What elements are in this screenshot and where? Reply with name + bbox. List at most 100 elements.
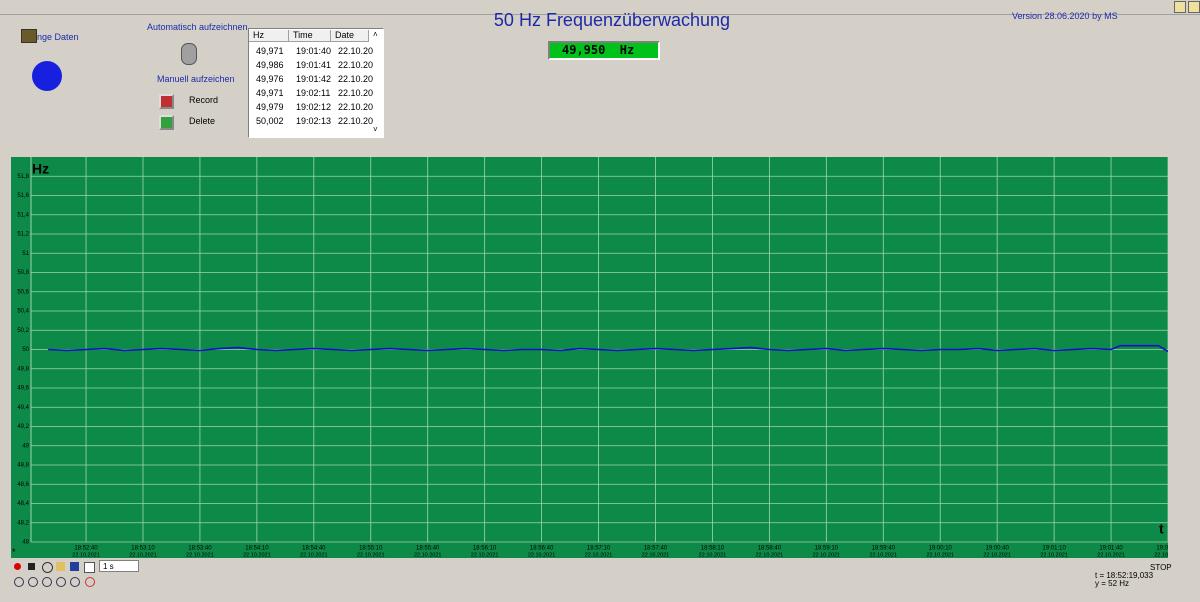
table-cell: 19:01:40	[296, 46, 332, 56]
x-tick-label: 18:57:40	[644, 546, 668, 552]
interval-select[interactable]: 1 s	[99, 560, 139, 572]
y-tick-label: 50,8	[17, 270, 29, 276]
y-tick-label: 51,4	[17, 212, 29, 218]
x-tick-label: 19:00:10	[929, 546, 953, 552]
record-label: Record	[189, 95, 219, 105]
x-tick-date: 22.10.2021	[357, 552, 385, 558]
version-text: Version 28.06.2020 by MS	[1012, 11, 1118, 21]
y-tick-label: 49,6	[17, 386, 29, 392]
plot-background	[11, 157, 1168, 558]
zoom-stop[interactable]	[85, 577, 95, 587]
zoom-out[interactable]	[28, 577, 38, 587]
y-tick-label: 48,8	[17, 463, 29, 469]
delete-button[interactable]	[159, 115, 174, 130]
scroll-arrow: ˄	[373, 30, 378, 39]
open-tool[interactable]	[56, 562, 65, 571]
y-tick-label: 49,8	[17, 366, 29, 372]
x-tick-label: 18:57:10	[587, 546, 611, 552]
y-tick-label: 51,2	[17, 232, 29, 238]
x-tick-date: 22.10.2021	[300, 552, 328, 558]
window-button[interactable]	[1174, 1, 1186, 13]
table-cell: 22.10.20	[338, 60, 374, 70]
table-cell: 22.10.20	[338, 88, 374, 98]
app-title: 50 Hz Frequenzüberwachung	[493, 10, 731, 30]
x-tick-date: 22.10.2021	[756, 552, 784, 558]
rec-tool[interactable]	[14, 563, 21, 570]
table-cell: 22.10.20	[338, 102, 374, 112]
y-tick-label: 50,2	[17, 328, 29, 334]
zoom-y[interactable]	[56, 577, 66, 587]
table-cell: 49,986	[256, 60, 284, 70]
frequency-display: 49,950 Hz	[548, 41, 660, 60]
x-tick-label: 18:58:10	[701, 546, 725, 552]
y-tick-label: 51,6	[17, 193, 29, 199]
y-tick-label: 48,6	[17, 482, 29, 488]
y-tick-label: 51	[22, 251, 29, 257]
x-tick-label: 18:56:10	[473, 546, 497, 552]
table-cell: 49,971	[256, 88, 284, 98]
x-tick-label: 18:55:10	[359, 546, 383, 552]
auto-label: Automatisch aufzeichnen	[147, 22, 248, 32]
table-cell: 19:02:11	[296, 88, 331, 98]
x-tick-label: 18:52:40	[74, 546, 98, 552]
toolbar	[12, 561, 140, 573]
export-tool[interactable]	[84, 562, 95, 573]
data-table: Hz Time Date 49,971 19:01:40 22.10.20 49,986 19…	[248, 28, 384, 138]
x-tick-label: 18:56:40	[530, 546, 554, 552]
cursor-y: y = 52 Hz	[1095, 579, 1130, 588]
y-tick-label: 50,4	[17, 309, 29, 315]
y-tick-label: 50,6	[17, 289, 29, 295]
column-header: Hz	[249, 30, 289, 42]
delete-label: Delete	[189, 116, 216, 126]
table-cell: 19:02:12	[296, 102, 332, 112]
scroll-arrow: ˅	[373, 125, 378, 134]
zoom-tool[interactable]	[42, 562, 53, 573]
y-tick-label: 48,4	[17, 501, 29, 507]
zoom-reset[interactable]	[70, 577, 80, 587]
zoom-in[interactable]	[14, 577, 24, 587]
y-tick-label: 49,4	[17, 405, 29, 411]
table-cell: 22.10.20	[338, 74, 374, 84]
x-tick-date: 22.10.2021	[414, 552, 442, 558]
auto-switch[interactable]	[181, 43, 197, 65]
x-tick-date: 22.10.2021	[1097, 552, 1125, 558]
stop-tool[interactable]	[28, 563, 35, 570]
x-tick-date: 22.10.2021	[243, 552, 271, 558]
x-tick-label: 19:01:40	[1099, 546, 1123, 552]
x-tick-label: 19:00:40	[985, 546, 1009, 552]
x-tick-label: 19:01:10	[1042, 546, 1066, 552]
x-tick-date: 22.10.2021	[1154, 552, 1182, 558]
cursor-t: t = 18:52:19,033	[1095, 571, 1154, 580]
x-tick-date: 22.10.2021	[72, 552, 100, 558]
table-cell: 49,971	[256, 46, 284, 56]
x-tick-label: 18:54:40	[302, 546, 326, 552]
record-button[interactable]	[159, 94, 174, 109]
table-cell: 49,976	[256, 74, 284, 84]
table-cell: 22.10.20	[338, 46, 374, 56]
x-tick-date: 22.10.2021	[585, 552, 613, 558]
status-indicator	[32, 61, 62, 91]
x-tick-label: 18:53:10	[131, 546, 155, 552]
zoom-x[interactable]	[42, 577, 52, 587]
column-header: Date	[331, 30, 369, 42]
load-icon[interactable]	[21, 29, 37, 43]
x-tick-date: 22.10.2021	[983, 552, 1011, 558]
x-tick-date: 22.10.2021	[870, 552, 898, 558]
column-header: Time	[289, 30, 331, 42]
y-tick-label: 48	[22, 540, 29, 546]
y-tick-label: 49	[22, 443, 29, 449]
load-button[interactable]: Lange Daten	[27, 32, 79, 42]
save-tool[interactable]	[70, 562, 79, 571]
y-tick-label: 49,2	[17, 424, 29, 430]
y-tick-label: 48,2	[17, 520, 29, 526]
x-tick-date: 22.10.2021	[129, 552, 157, 558]
table-cell: 49,979	[256, 102, 284, 112]
x-tick-date: 22.10.2021	[528, 552, 556, 558]
x-tick-date: 22.10.2021	[813, 552, 841, 558]
x-tick-date: 22.10.2021	[1040, 552, 1068, 558]
x-tick-date: 22.10.2021	[642, 552, 670, 558]
x-tick-date: 22.10.2021	[186, 552, 214, 558]
x-tick-label: 18:55:40	[416, 546, 440, 552]
table-cell: 19:02:13	[296, 116, 332, 126]
